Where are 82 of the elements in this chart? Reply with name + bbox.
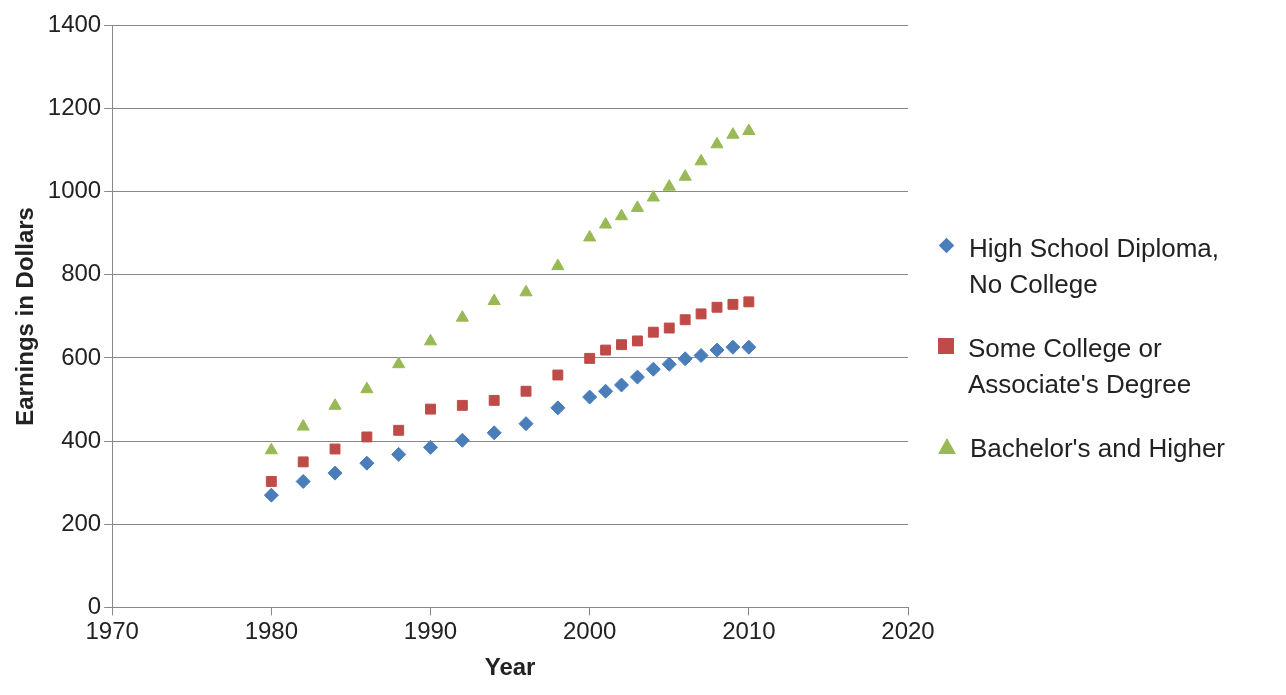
point [679, 314, 691, 326]
x-axis-title: Year [484, 653, 536, 681]
y-tick-label: 600 [61, 342, 102, 370]
point [614, 208, 629, 221]
point [392, 356, 406, 369]
point [393, 424, 405, 436]
point [518, 416, 534, 432]
x-tick-label: 2010 [722, 617, 776, 645]
y-tick-label: 200 [61, 508, 102, 536]
y-tick-label: 1000 [47, 176, 102, 204]
point [599, 217, 613, 229]
point [693, 347, 709, 363]
point [678, 169, 692, 181]
point [630, 200, 644, 212]
point [361, 431, 373, 443]
point [662, 179, 676, 191]
point [423, 333, 438, 346]
point [741, 339, 757, 355]
point [423, 439, 439, 455]
x-tick-label: 1990 [403, 617, 458, 645]
point [725, 339, 741, 355]
point [742, 123, 756, 135]
x-tick-label: 2020 [881, 617, 935, 645]
point [616, 339, 627, 351]
point [614, 377, 630, 393]
point [295, 473, 311, 489]
point [727, 298, 739, 310]
point [296, 419, 310, 431]
point [391, 446, 407, 462]
point [263, 487, 279, 503]
point [456, 399, 468, 411]
point [584, 352, 596, 364]
point [425, 403, 436, 415]
x-tick-label: 1980 [244, 617, 299, 645]
point [264, 442, 278, 455]
point [329, 443, 341, 455]
point [327, 465, 343, 481]
point [743, 296, 755, 308]
point [694, 153, 708, 166]
point [710, 136, 724, 149]
y-tick-label: 0 [87, 592, 102, 620]
point [328, 398, 342, 410]
y-tick-label: 400 [61, 425, 102, 453]
point [265, 475, 277, 487]
point [551, 258, 565, 271]
y-axis-title: Earnings in Dollars [11, 207, 39, 426]
point [297, 456, 309, 468]
point [486, 425, 502, 441]
point [726, 127, 740, 139]
point [695, 308, 707, 320]
point [552, 369, 564, 381]
point [661, 356, 677, 372]
point [647, 326, 659, 338]
point [600, 344, 612, 356]
legend-label: Some College or Associate's Degree [968, 331, 1193, 401]
y-tick-label: 1200 [47, 93, 102, 121]
point [663, 322, 675, 334]
point [631, 335, 643, 347]
point [583, 229, 597, 242]
x-tick-label: 2000 [562, 617, 617, 645]
point [488, 394, 500, 406]
point [487, 293, 501, 306]
point [629, 369, 645, 385]
point [711, 301, 723, 313]
point [550, 400, 566, 416]
point [359, 455, 375, 471]
point [582, 389, 598, 405]
point [646, 190, 660, 202]
point [677, 351, 693, 367]
point [709, 342, 725, 358]
point [645, 361, 661, 377]
point [360, 381, 374, 394]
legend-label: High School Diploma, No College [969, 231, 1220, 301]
point [455, 310, 469, 322]
point [598, 383, 614, 399]
point [520, 385, 532, 397]
y-tick-label: 800 [61, 259, 102, 287]
point [454, 432, 470, 448]
y-tick-label: 1400 [47, 10, 102, 38]
x-tick-label: 1970 [85, 617, 139, 645]
point [519, 284, 533, 297]
legend-label: Bachelor's and Higher [970, 431, 1226, 465]
